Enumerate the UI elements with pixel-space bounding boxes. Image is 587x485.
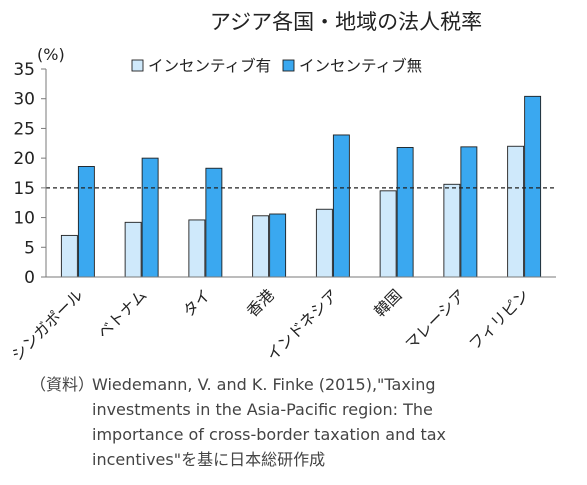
bar-without-incentive [205, 167, 223, 278]
bar-chart: アジア各国・地域の法人税率 (%) インセンティブ有 インセンティブ無 0 5 10 1… [8, 10, 556, 365]
bar-with-incentive [124, 221, 142, 278]
bar-with-incentive [315, 208, 333, 278]
y-axis-unit: (%) [37, 45, 65, 64]
legend-label: インセンティブ有 [148, 56, 271, 75]
bar-with-incentive [379, 190, 397, 278]
bar-with-incentive [188, 219, 206, 278]
legend-label: インセンティブ無 [299, 56, 422, 75]
source-line: Wiedemann, V. and K. Finke (2015),"Taxin… [92, 375, 436, 394]
x-category-label: 韓国 [371, 286, 406, 321]
source-line: investments in the Asia-Pacific region: … [92, 400, 433, 419]
y-tick-label: 5 [24, 238, 35, 258]
bar-with-incentive [60, 234, 78, 278]
source-line: importance of cross-border taxation and … [92, 425, 446, 444]
y-tick-label: 0 [24, 268, 35, 288]
y-tick-label: 10 [13, 209, 35, 229]
bar-without-incentive [141, 157, 159, 278]
legend-swatch [282, 59, 295, 72]
bar-without-incentive [396, 146, 414, 278]
x-category-label: マレーシア [402, 286, 469, 353]
bar-without-incentive [460, 146, 478, 278]
bar-without-incentive [77, 166, 95, 278]
bar-with-incentive [252, 215, 270, 278]
x-category-label: フィリピン [466, 286, 533, 353]
bar-with-incentive [507, 145, 525, 278]
chart-title: アジア各国・地域の法人税率 [210, 10, 482, 34]
y-tick-label: 15 [13, 179, 35, 199]
y-tick-label: 30 [13, 90, 35, 110]
bar-without-incentive [524, 95, 542, 278]
y-tick-label: 35 [13, 60, 35, 80]
legend: インセンティブ有 インセンティブ無 [131, 56, 422, 75]
x-category-label: タイ [180, 286, 215, 321]
legend-swatch [131, 59, 144, 72]
bar-with-incentive [443, 183, 461, 278]
x-category-label: シンガポール [8, 286, 86, 364]
source-line: incentives"を基に日本総研作成 [92, 450, 326, 469]
y-tick-label: 25 [13, 119, 35, 139]
x-category-label: ベトナム [94, 286, 150, 342]
source-label: （資料） [30, 375, 95, 394]
bar-without-incentive [332, 134, 350, 278]
y-tick-label: 20 [13, 149, 35, 169]
x-category-label: 香港 [243, 286, 278, 321]
bar-without-incentive [269, 213, 287, 278]
